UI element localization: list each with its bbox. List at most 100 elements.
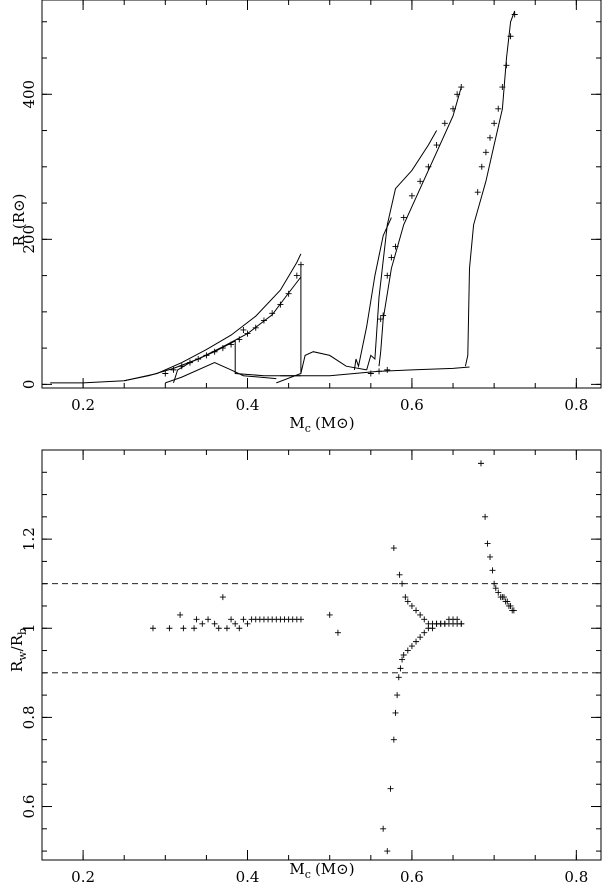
top-data-point <box>499 84 506 91</box>
bottom-x-axis-label-unit: (M⊙) <box>315 860 355 878</box>
top-x-axis-label-sub: c <box>305 422 311 435</box>
top-data-point <box>178 363 185 370</box>
bottom-data-point <box>489 567 496 574</box>
top-data-point <box>195 355 202 362</box>
bottom-x-tick-label: 0.4 <box>236 868 260 882</box>
top-series-line <box>165 362 277 384</box>
top-series-line <box>124 253 302 382</box>
bottom-data-point <box>408 602 415 609</box>
top-data-point <box>285 290 292 297</box>
top-data-point <box>170 366 177 373</box>
top-data-point <box>450 105 457 112</box>
top-x-tick-label: 0.4 <box>236 396 260 414</box>
top-y-axis-label: R (R⊙) <box>10 194 28 247</box>
bottom-y-axis-label-sub1: w <box>16 651 29 661</box>
bottom-data-point <box>199 620 206 627</box>
top-data-point <box>376 368 383 375</box>
bottom-y-axis-label-main: R <box>8 660 26 672</box>
top-data-point <box>240 326 247 333</box>
bottom-axes: 0.2 0.4 0.6 0.8 0.6 0.8 1 1.2 <box>20 449 601 882</box>
top-panel: 0.2 0.4 0.6 0.8 0 200 400 Mc (M⊙) R (R⊙) <box>10 0 602 435</box>
top-y-tick-label: 200 <box>20 225 38 254</box>
bottom-data-point <box>380 825 387 832</box>
top-data-point <box>186 359 193 366</box>
bottom-x-tick-label: 0.2 <box>71 868 95 882</box>
bottom-data-point <box>387 785 394 792</box>
top-data-point <box>293 272 300 279</box>
top-data-point <box>417 178 424 185</box>
bottom-data-point <box>390 545 397 552</box>
bottom-data-point <box>334 629 341 636</box>
top-data-point <box>162 370 169 377</box>
bottom-data-point <box>421 616 428 623</box>
bottom-data-point <box>219 594 226 601</box>
bottom-data-point <box>404 598 411 605</box>
top-series-line <box>366 130 438 371</box>
bottom-data-point <box>215 625 222 632</box>
top-data-point <box>269 310 276 317</box>
top-series-line <box>353 217 392 370</box>
top-data-point <box>211 348 218 355</box>
bottom-data-point <box>177 611 184 618</box>
bottom-data-point <box>236 625 243 632</box>
top-data-point <box>236 336 243 343</box>
bottom-data-point <box>166 625 173 632</box>
bottom-data-point <box>413 638 420 645</box>
top-data-point <box>252 324 259 331</box>
top-data-point <box>511 11 518 18</box>
top-data-point <box>203 352 210 359</box>
bottom-plot-frame <box>41 449 602 861</box>
bottom-data-point <box>454 616 461 623</box>
top-data-point <box>384 272 391 279</box>
bottom-panel: 0.2 0.4 0.6 0.8 0.6 0.8 1 1.2 Mc (M⊙) Rw/Rb <box>8 449 602 882</box>
bottom-data-point <box>228 616 235 623</box>
bottom-data-point <box>504 598 511 605</box>
bottom-data-point <box>413 607 420 614</box>
top-data-point <box>297 261 304 268</box>
bottom-data-point <box>400 652 407 658</box>
top-series-line <box>50 276 302 384</box>
top-series-line <box>378 86 462 367</box>
top-x-tick-label: 0.8 <box>564 396 588 414</box>
bottom-data-point <box>402 594 409 601</box>
top-data-point <box>458 84 465 91</box>
bottom-data-point <box>399 656 406 663</box>
bottom-data-point <box>417 634 424 641</box>
bottom-data-point <box>510 607 517 614</box>
bottom-data-point <box>500 594 507 601</box>
top-data-point <box>384 366 391 373</box>
top-x-tick-label: 0.6 <box>400 396 424 414</box>
top-data-point <box>228 341 235 348</box>
bottom-data-point <box>396 571 403 578</box>
bottom-data-point <box>399 580 406 587</box>
bottom-data-point <box>397 665 404 672</box>
top-data-point <box>441 120 448 127</box>
top-data-point <box>277 301 284 308</box>
bottom-data-point <box>211 620 218 627</box>
top-data-point <box>433 142 440 149</box>
top-y-tick-label: 400 <box>20 80 38 109</box>
top-data-point <box>219 345 226 352</box>
bottom-y-tick-label: 1 <box>20 623 38 633</box>
bottom-data-point <box>495 589 502 596</box>
bottom-data-point <box>417 611 424 618</box>
top-data-point <box>244 330 251 337</box>
bottom-x-axis-label-main: M <box>289 860 304 878</box>
top-data-point <box>454 91 461 98</box>
bottom-y-axis-label: Rw/Rb <box>8 628 29 672</box>
bottom-data-point <box>384 848 391 855</box>
top-series-line <box>173 340 301 384</box>
bottom-data-point <box>394 692 401 699</box>
top-y-tick-label: 0 <box>20 380 38 390</box>
top-data-point <box>400 214 407 221</box>
top-data-point <box>482 149 489 156</box>
top-data-point <box>408 192 415 199</box>
bottom-series <box>42 460 601 855</box>
bottom-x-axis-label: Mc (M⊙) <box>289 860 354 881</box>
top-y-axis-label-main: R <box>10 234 28 246</box>
bottom-data-point <box>421 629 428 636</box>
top-data-point <box>491 120 498 127</box>
top-data-point <box>367 370 374 377</box>
bottom-data-point <box>392 709 399 716</box>
